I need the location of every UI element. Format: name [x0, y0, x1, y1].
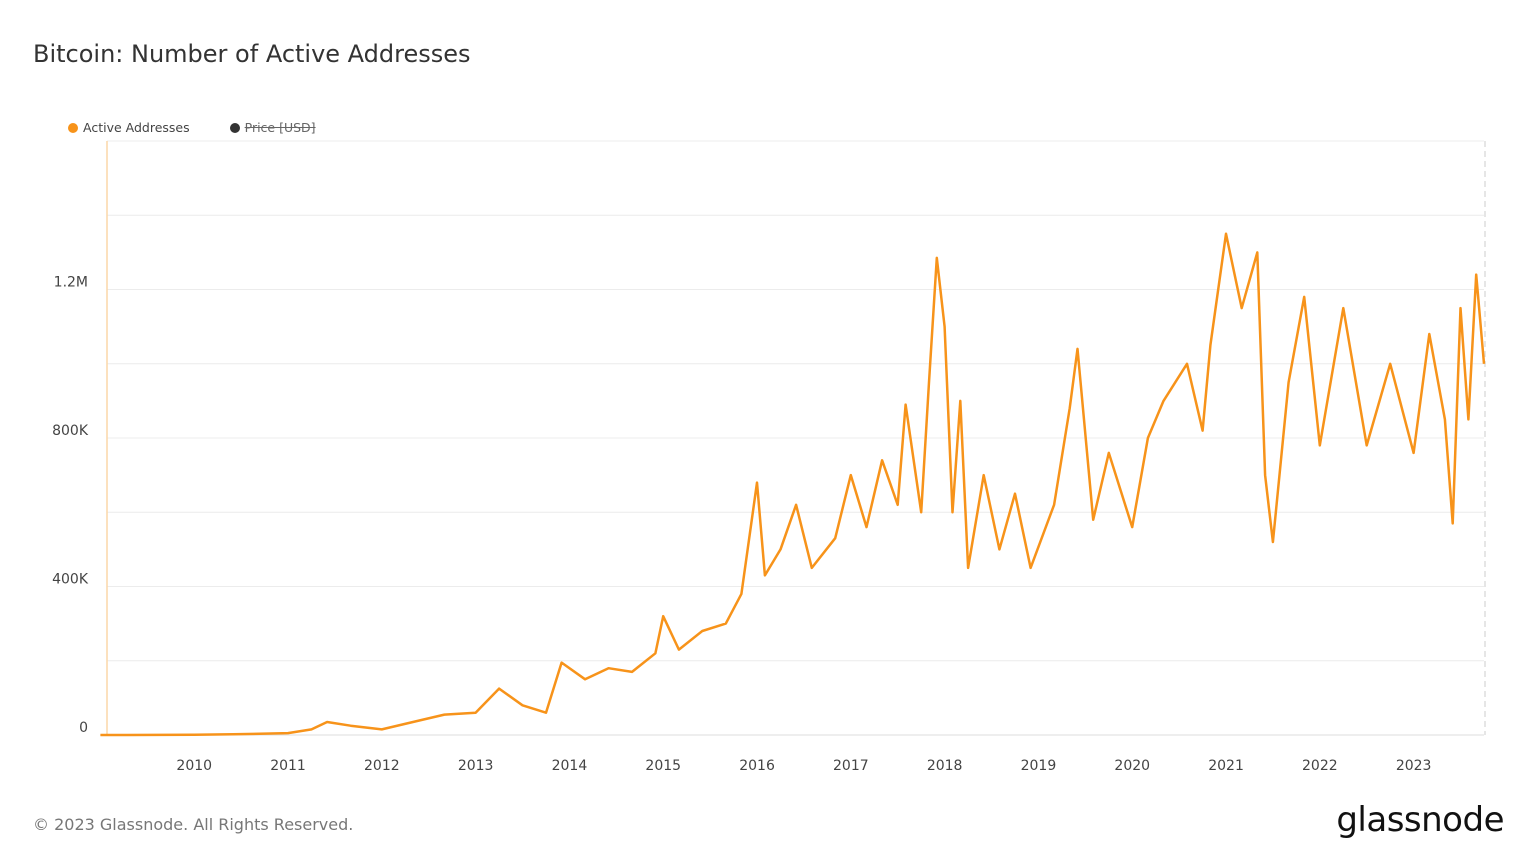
- copyright: © 2023 Glassnode. All Rights Reserved.: [33, 815, 354, 834]
- legend: Active Addresses Price [USD]: [68, 120, 316, 135]
- x-tick-label: 2023: [1396, 758, 1432, 774]
- black-dot-icon: [229, 122, 240, 133]
- x-tick-label: 2011: [270, 758, 306, 774]
- x-tick-label: 2021: [1208, 758, 1244, 774]
- glassnode-logo: glassnode: [1336, 800, 1504, 840]
- legend-label: Price [USD]: [244, 120, 316, 135]
- y-tick-label: 400K: [52, 572, 89, 588]
- x-tick-label: 2014: [552, 758, 588, 774]
- x-tick-label: 2022: [1302, 758, 1338, 774]
- x-tick-label: 2015: [645, 758, 681, 774]
- x-tick-label: 2019: [1021, 758, 1057, 774]
- legend-item-price[interactable]: Price [USD]: [229, 120, 316, 135]
- legend-item-active-addresses[interactable]: Active Addresses: [68, 120, 190, 135]
- legend-label: Active Addresses: [83, 120, 190, 135]
- series-line-active-addresses: [100, 232, 1486, 737]
- x-tick-label: 2018: [927, 758, 963, 774]
- chart-title: Bitcoin: Number of Active Addresses: [33, 40, 471, 68]
- orange-dot-icon: [68, 122, 78, 133]
- x-tick-label: 2012: [364, 758, 400, 774]
- x-tick-label: 2010: [176, 758, 212, 774]
- y-tick-label: 800K: [52, 423, 89, 439]
- x-tick-label: 2016: [739, 758, 775, 774]
- y-tick-label: 1.2M: [54, 275, 88, 291]
- x-tick-label: 2017: [833, 758, 869, 774]
- x-tick-label: 2013: [458, 758, 494, 774]
- y-tick-label: 0: [79, 720, 88, 736]
- x-tick-label: 2020: [1114, 758, 1150, 774]
